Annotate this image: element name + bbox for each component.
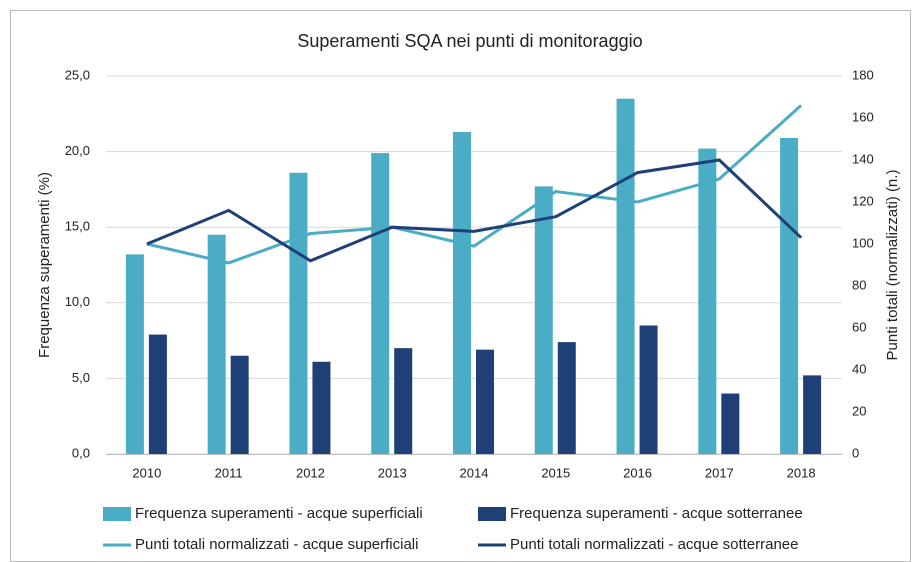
bar <box>289 172 308 454</box>
legend-label: Frequenza superamenti - acque sotterrane… <box>510 505 803 522</box>
chart-title: Superamenti SQA nei punti di monitoraggi… <box>297 31 642 51</box>
y2-tick-label: 180 <box>852 67 874 82</box>
x-tick-label: 2014 <box>460 465 489 480</box>
y2-tick-label: 100 <box>852 235 874 250</box>
y-tick-label: 0,0 <box>72 445 90 460</box>
y-tick-label: 5,0 <box>72 370 90 385</box>
x-tick-label: 2017 <box>705 465 734 480</box>
legend-swatch <box>478 507 506 521</box>
legend-label: Frequenza superamenti - acque superficia… <box>135 505 423 522</box>
line <box>146 104 803 265</box>
y-axis-label: Frequenza superamenti (%) <box>36 172 53 358</box>
y-tick-label: 15,0 <box>65 219 90 234</box>
bar <box>312 361 331 454</box>
y-tick-label: 25,0 <box>65 67 90 82</box>
bar <box>616 98 635 455</box>
legend-label: Punti totali normalizzati - acque sotter… <box>510 536 798 553</box>
y2-tick-label: 160 <box>852 109 874 124</box>
bar <box>780 137 799 454</box>
x-tick-label: 2011 <box>215 465 243 480</box>
y2-tick-label: 0 <box>852 445 859 460</box>
x-tick-label: 2012 <box>296 465 325 480</box>
x-tick-label: 2016 <box>623 465 652 480</box>
x-tick-label: 2015 <box>541 465 570 480</box>
bar <box>125 254 144 454</box>
y2-tick-label: 80 <box>852 277 866 292</box>
bar <box>557 342 576 454</box>
bar <box>698 148 717 455</box>
legend-label: Punti totali normalizzati - acque superf… <box>135 536 418 553</box>
y2-axis-label: Punti totali (normalizzati) (n.) <box>884 170 901 361</box>
x-tick-label: 2018 <box>787 465 816 480</box>
bar <box>476 349 494 454</box>
y-tick-label: 10,0 <box>65 294 90 309</box>
y2-tick-label: 120 <box>852 193 874 208</box>
bar <box>394 348 413 454</box>
bar <box>230 355 249 454</box>
bar <box>639 325 658 454</box>
line <box>146 158 803 263</box>
y2-tick-label: 140 <box>852 151 874 166</box>
bar <box>371 153 390 454</box>
y2-tick-label: 40 <box>852 361 866 376</box>
bar <box>453 131 471 454</box>
bar <box>207 234 226 454</box>
y2-tick-label: 20 <box>852 403 866 418</box>
y2-tick-label: 60 <box>852 319 866 334</box>
x-tick-label: 2013 <box>378 465 407 480</box>
bar <box>148 334 167 454</box>
bar <box>803 375 822 454</box>
y-tick-label: 20,0 <box>65 143 90 158</box>
legend-swatch <box>103 507 131 521</box>
x-tick-label: 2010 <box>132 465 161 480</box>
bar <box>721 393 740 454</box>
bar <box>534 186 553 454</box>
